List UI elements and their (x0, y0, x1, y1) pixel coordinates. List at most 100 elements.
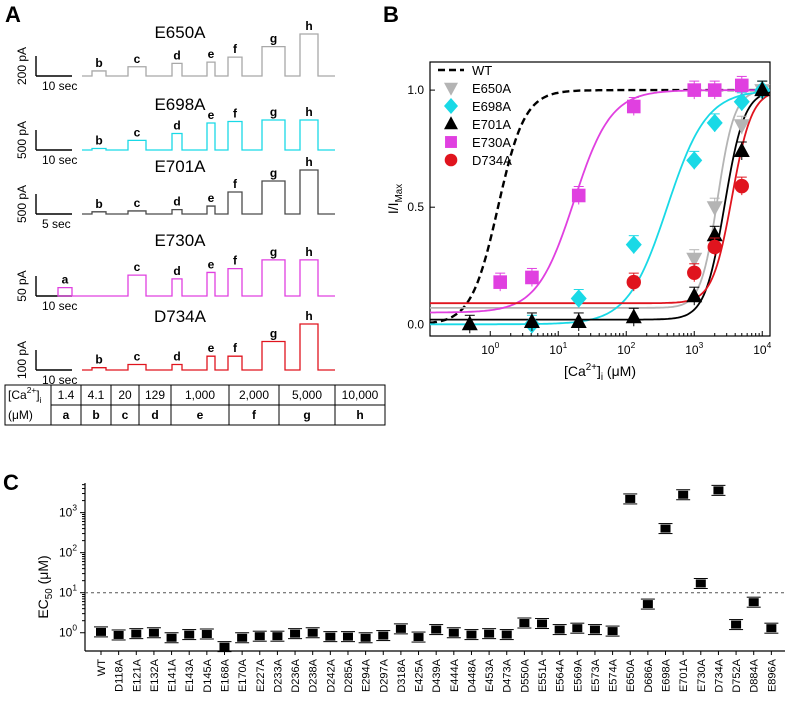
pulse-label-d: d (173, 195, 180, 209)
ec50-point (695, 579, 706, 588)
ec50-point (201, 630, 212, 639)
pulse-label-h: h (305, 245, 312, 259)
data-point-e730a (571, 188, 586, 203)
x-tick-label: 103 (685, 340, 703, 357)
ec50-point (501, 630, 512, 639)
legend-label: E730A (472, 135, 511, 150)
table-letter: g (303, 408, 310, 422)
pulse-label-c: c (134, 52, 141, 66)
scale-label-time: 5 sec (42, 217, 71, 231)
pulse-label-b: b (95, 197, 102, 211)
x-category-label: E701A (678, 658, 690, 692)
x-category-label: D448A (466, 658, 478, 692)
data-point-e730a (626, 99, 641, 114)
pulse-label-e: e (208, 47, 215, 61)
y-axis-label: EC50 (μM) (35, 555, 55, 618)
pulse-label-h: h (305, 309, 312, 323)
ec50-point (731, 620, 742, 629)
ec50-point (413, 633, 424, 642)
pulse-label-f: f (233, 341, 238, 355)
x-category-label: E896A (766, 658, 778, 692)
ec50-point (713, 486, 724, 495)
x-category-label: E294A (361, 658, 373, 692)
trace-name: E701A (154, 157, 206, 176)
pulse-label-g: g (270, 105, 277, 119)
ec50-point (166, 633, 177, 642)
trace-name: E650A (154, 23, 206, 42)
panel-label-c: C (3, 470, 19, 495)
ec50-point (625, 494, 636, 503)
data-point-e701a (686, 287, 703, 303)
pulse-label-f: f (233, 254, 238, 268)
trace-e650a: 200 pA 10 sec E650A b c d e f g h (15, 19, 335, 93)
data-point-e730a (493, 275, 507, 289)
pulse-label-d: d (173, 264, 180, 278)
trace-d734a: 100 pA 10 sec D734A b c d e f g h (15, 307, 335, 387)
data-point-d734a (707, 239, 722, 255)
data-point-e701a (523, 313, 540, 328)
x-category-label: D752A (731, 658, 743, 692)
x-axis-label: [Ca2+]i (μM) (564, 362, 636, 383)
table-letter: f (252, 408, 257, 422)
y-tick-label: 102 (59, 543, 77, 560)
data-point-e701a (625, 308, 642, 324)
x-category-label: D242A (325, 658, 337, 692)
data-point-e650a (686, 252, 703, 268)
scale-label-current: 500 pA (15, 185, 29, 223)
data-point-d734a (687, 265, 702, 280)
pulse-label-g: g (270, 166, 277, 180)
pulse-label-g: g (270, 326, 277, 340)
ec50-point (589, 625, 600, 634)
table-letter: a (63, 408, 70, 422)
ec50-point (748, 598, 759, 607)
pulse-label-g: g (270, 32, 277, 46)
y-tick-label: 100 (59, 623, 77, 640)
x-category-label: E444A (449, 658, 461, 692)
pulse-label-c: c (134, 196, 141, 210)
pulse-label-b: b (95, 134, 102, 148)
legend-marker (444, 97, 458, 115)
trace-e730a: 50 pA 10 sec E730A a c d e f g h (15, 231, 335, 313)
ec50-point (131, 629, 142, 638)
ec50-point (642, 600, 653, 609)
pulse-label-d: d (173, 119, 180, 133)
x-category-label: E227A (255, 658, 267, 692)
ec50-point (272, 632, 283, 641)
legend-label: E698A (472, 99, 511, 114)
pulse-label-g: g (270, 245, 277, 259)
x-category-label: D233A (272, 658, 284, 692)
pulse-label-f: f (233, 177, 238, 191)
table-concentration: 4.1 (88, 388, 105, 402)
data-point-e698a (625, 235, 642, 254)
ec50-point (219, 642, 230, 651)
pulse-label-f: f (233, 107, 238, 121)
pulse-label-h: h (305, 155, 312, 169)
x-category-label: E573A (590, 658, 602, 692)
data-point-e730a (707, 83, 722, 97)
plot-frame (429, 61, 771, 337)
legend-marker (445, 136, 457, 148)
x-category-label: D734A (713, 658, 725, 692)
x-category-label: D236A (290, 658, 302, 692)
fit-curve-e650a (430, 89, 770, 309)
legend-marker (444, 82, 458, 96)
data-point-e698a (686, 151, 703, 170)
pulse-label-e: e (208, 341, 215, 355)
legend-label: WT (472, 63, 492, 78)
fit-curve-e701a (430, 91, 770, 321)
panel-label-b: B (383, 2, 399, 27)
trace-line (82, 169, 335, 215)
trace-line (82, 119, 335, 151)
x-category-label: D686A (643, 658, 655, 692)
data-point-e701a (461, 315, 478, 331)
ec50-point (537, 619, 548, 628)
x-category-label: E569A (572, 658, 584, 692)
ec50-point (96, 627, 106, 636)
trace-line (82, 323, 335, 371)
y-tick-label: 0.5 (407, 200, 424, 214)
trace-line (82, 33, 335, 77)
table-letter: b (92, 408, 99, 422)
table-letter: d (151, 408, 158, 422)
x-category-label: D285A (343, 658, 355, 692)
